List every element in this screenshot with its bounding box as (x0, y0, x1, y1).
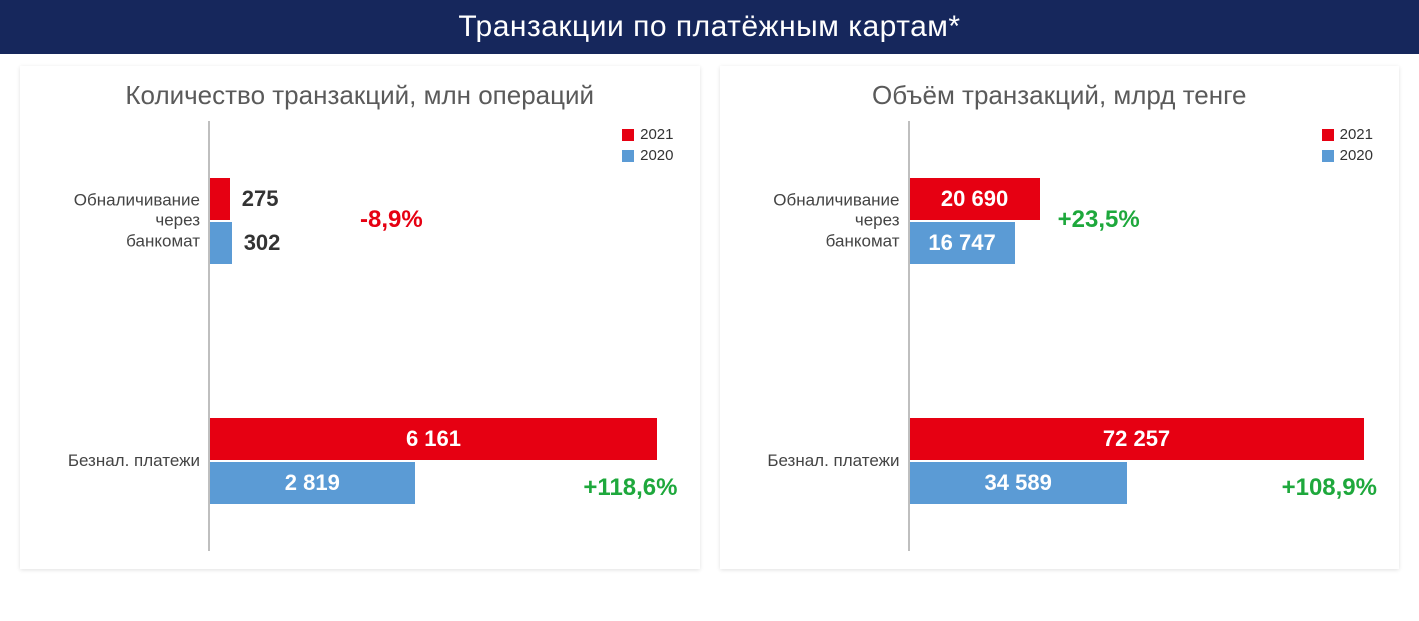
bar-value-atm-2021: 20 690 (941, 186, 1008, 212)
bar-value-cashless-2021: 6 161 (406, 426, 461, 452)
delta-atm: -8,9% (360, 206, 423, 234)
bar-value-atm-2021: 275 (242, 186, 279, 212)
bar-group-atm: 275 302 -8,9% (210, 176, 682, 266)
delta-cashless: +108,9% (1282, 474, 1377, 502)
bar-value-cashless-2020: 2 819 (285, 470, 340, 496)
bar-atm-2020: 302 (210, 222, 682, 264)
bar-group-atm: 20 690 16 747 +23,5% (910, 176, 1382, 266)
bar-atm-2021: 20 690 (910, 178, 1382, 220)
chart-title: Количество транзакций, млн операций (38, 80, 682, 111)
bar-value-cashless-2021: 72 257 (1103, 426, 1170, 452)
bar-value-cashless-2020: 34 589 (985, 470, 1052, 496)
bar-value-atm-2020: 302 (244, 230, 281, 256)
category-label-atm: Обналичивание черезбанкомат (38, 190, 200, 251)
chart-transactions-volume: Объём транзакций, млрд тенге 2021 2020 О… (720, 66, 1400, 569)
chart-title: Объём транзакций, млрд тенге (738, 80, 1382, 111)
bars-region: 275 302 -8,9% 6 161 (208, 121, 682, 551)
bar-cashless-2021: 6 161 (210, 418, 682, 460)
bars-region: 20 690 16 747 +23,5% 72 257 (908, 121, 1382, 551)
bar-atm-2020: 16 747 (910, 222, 1382, 264)
y-axis-labels: Обналичивание черезбанкомат Безнал. плат… (38, 121, 208, 551)
bar-value-atm-2020: 16 747 (928, 230, 995, 256)
chart-transactions-count: Количество транзакций, млн операций 2021… (20, 66, 700, 569)
delta-atm: +23,5% (1058, 206, 1140, 234)
bar-cashless-2021: 72 257 (910, 418, 1382, 460)
category-label-atm: Обналичивание черезбанкомат (738, 190, 900, 251)
plot-area: Обналичивание черезбанкомат Безнал. плат… (38, 121, 682, 551)
page-header: Транзакции по платёжным картам* (0, 0, 1419, 54)
bar-group-cashless: 72 257 34 589 +108,9% (910, 416, 1382, 506)
category-label-cashless: Безнал. платежи (68, 451, 200, 471)
bar-group-cashless: 6 161 2 819 +118,6% (210, 416, 682, 506)
charts-container: Количество транзакций, млн операций 2021… (0, 54, 1419, 589)
category-label-cashless: Безнал. платежи (767, 451, 899, 471)
bar-atm-2021: 275 (210, 178, 682, 220)
delta-cashless: +118,6% (583, 474, 677, 502)
page-title: Транзакции по платёжным картам* (458, 10, 960, 43)
plot-area: Обналичивание черезбанкомат Безнал. плат… (738, 121, 1382, 551)
y-axis-labels: Обналичивание черезбанкомат Безнал. плат… (738, 121, 908, 551)
